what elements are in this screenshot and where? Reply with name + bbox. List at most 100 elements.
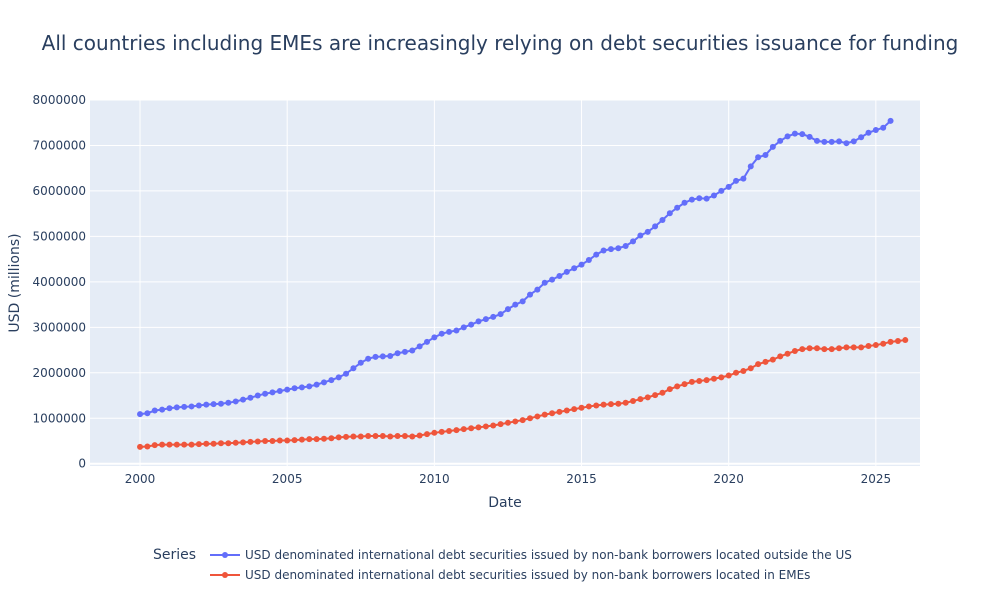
data-point <box>615 245 622 252</box>
data-point <box>247 438 254 445</box>
data-point <box>688 378 695 385</box>
data-point <box>733 177 740 184</box>
data-point <box>755 361 762 368</box>
data-point <box>666 386 673 393</box>
data-point <box>630 397 637 404</box>
data-point <box>453 327 460 334</box>
data-point <box>585 403 592 410</box>
data-point <box>313 436 320 443</box>
data-point <box>762 358 769 365</box>
data-point <box>490 422 497 429</box>
data-point <box>615 400 622 407</box>
y-gridlines <box>90 99 920 465</box>
data-point <box>681 381 688 388</box>
data-point <box>372 432 379 439</box>
data-point <box>151 442 158 449</box>
data-point <box>240 396 247 403</box>
data-point <box>519 298 526 305</box>
legend-item[interactable]: USD denominated international debt secur… <box>210 548 852 562</box>
data-point <box>225 440 232 447</box>
data-point <box>652 223 659 230</box>
data-point <box>725 183 732 190</box>
data-point <box>674 204 681 211</box>
data-point <box>438 428 445 435</box>
x-axis-label: Date <box>488 495 521 511</box>
data-point <box>600 247 607 254</box>
data-point <box>372 353 379 360</box>
data-point <box>630 238 637 245</box>
data-point <box>254 392 261 399</box>
data-point <box>306 436 313 443</box>
legend: Series USD denominated international deb… <box>153 547 852 582</box>
data-point <box>446 427 453 434</box>
data-point <box>534 413 541 420</box>
data-point <box>659 217 666 224</box>
data-point <box>320 435 327 442</box>
data-point <box>387 433 394 440</box>
data-point <box>843 140 850 147</box>
data-point <box>872 342 879 349</box>
data-point <box>519 417 526 424</box>
data-point <box>298 436 305 443</box>
y-tick-label: 3000000 <box>33 320 86 334</box>
y-tick-label: 4000000 <box>33 275 86 289</box>
data-point <box>328 435 335 442</box>
data-point <box>137 443 144 450</box>
data-point <box>225 399 232 406</box>
data-point <box>343 370 350 377</box>
data-point <box>791 130 798 137</box>
data-point <box>409 347 416 354</box>
data-point <box>556 408 563 415</box>
data-point <box>740 367 747 374</box>
data-point <box>674 383 681 390</box>
data-point <box>703 377 710 384</box>
data-point <box>343 433 350 440</box>
data-point <box>365 355 372 362</box>
data-point <box>159 441 166 448</box>
x-tick-label: 2020 <box>713 472 744 486</box>
data-point <box>666 210 673 217</box>
data-point <box>240 439 247 446</box>
data-point <box>276 437 283 444</box>
data-point <box>401 432 408 439</box>
data-point <box>571 265 578 272</box>
x-axis-ticks: 2000 2005 2010 2015 2020 2025 <box>125 472 891 486</box>
data-point <box>880 124 887 131</box>
data-point <box>424 338 430 345</box>
data-point <box>755 154 762 161</box>
data-point <box>784 133 791 140</box>
data-point <box>710 192 717 199</box>
data-point <box>821 346 828 353</box>
data-point <box>777 353 784 360</box>
y-tick-label: 5000000 <box>33 229 86 243</box>
data-point <box>490 313 497 320</box>
data-point <box>777 137 784 144</box>
data-point <box>195 402 202 409</box>
data-point <box>379 353 386 360</box>
legend-item[interactable]: USD denominated international debt secur… <box>210 568 810 582</box>
data-point <box>276 387 283 394</box>
series-2 <box>137 337 909 450</box>
data-point <box>357 359 364 366</box>
legend-label: USD denominated international debt secur… <box>245 568 810 582</box>
data-point <box>247 394 254 401</box>
data-point <box>409 433 416 440</box>
data-point <box>593 251 600 258</box>
data-point <box>173 404 180 411</box>
data-point <box>740 175 747 182</box>
x-tick-label: 2005 <box>272 472 303 486</box>
data-point <box>468 321 475 328</box>
data-point <box>335 434 342 441</box>
data-point <box>482 423 489 430</box>
data-point <box>769 143 776 150</box>
data-point <box>813 345 820 352</box>
data-point <box>541 279 548 286</box>
data-point <box>850 138 857 145</box>
data-point <box>453 427 460 434</box>
data-point <box>622 399 629 406</box>
data-point <box>718 187 725 194</box>
data-point <box>166 405 173 412</box>
data-point <box>262 390 269 397</box>
data-point <box>747 163 754 170</box>
series-1 <box>137 117 894 418</box>
